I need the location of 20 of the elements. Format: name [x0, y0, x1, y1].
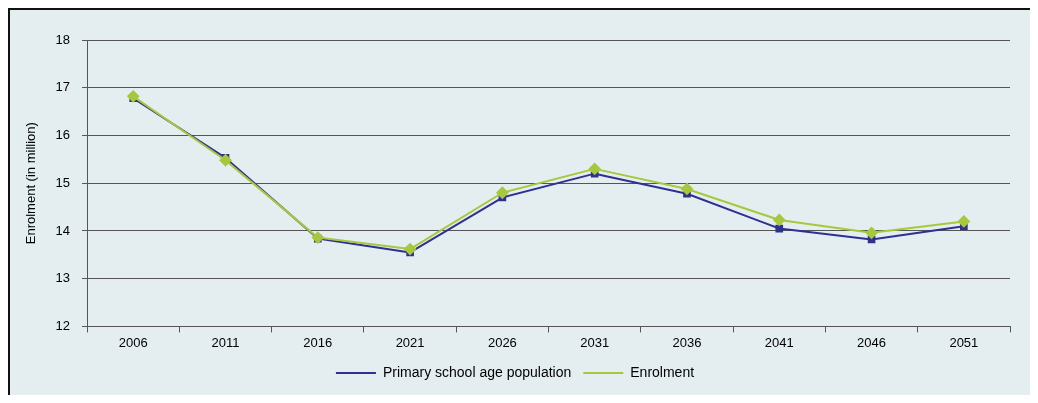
x-tick-label: 2021 [395, 334, 425, 350]
x-tick-label: 2046 [857, 334, 887, 350]
x-tick-label: 2016 [303, 334, 333, 350]
x-tick-label: 2036 [672, 334, 702, 350]
x-tick-label: 2006 [118, 334, 148, 350]
y-tick-label: 12 [55, 317, 71, 333]
y-tick-label: 15 [55, 174, 71, 190]
y-tick-label: 18 [55, 31, 71, 47]
x-tick-label: 2011 [211, 334, 240, 350]
x-tick-label: 2051 [949, 334, 979, 350]
y-tick-label: 14 [55, 222, 71, 238]
legend-label: Primary school age population [382, 363, 572, 380]
y-axis-title: Enrolment (in million) [23, 122, 39, 245]
y-tick-label: 16 [55, 127, 71, 143]
x-tick-label: 2026 [487, 334, 517, 350]
x-tick-label: 2041 [764, 334, 794, 350]
x-tick-label: 2031 [580, 334, 610, 350]
legend-label: Enrolment [630, 363, 695, 380]
y-tick-label: 13 [55, 270, 71, 286]
y-tick-label: 17 [55, 79, 71, 95]
